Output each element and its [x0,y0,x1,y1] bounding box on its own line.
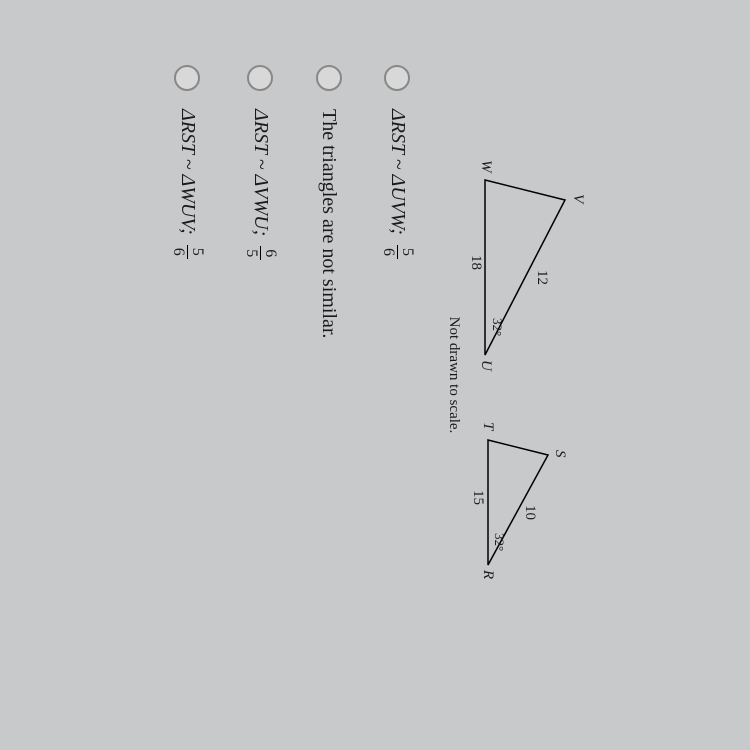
side-10: 10 [521,505,538,520]
scale-caption: Not drawn to scale. [445,25,462,725]
option-b-text: The triangles are not similar. [318,109,341,338]
vertex-V: V [569,194,586,203]
option-c-text: ΔRST ~ ΔVWU; [249,109,272,236]
vertex-T: T [479,422,496,430]
vertex-R: R [479,570,496,579]
option-d-fraction: 5 6 [170,245,205,259]
angle-U: 32° [489,318,505,336]
option-a[interactable]: ΔRST ~ ΔUVW; 5 6 [380,65,415,725]
radio-icon[interactable] [248,65,274,91]
angle-R: 32° [491,533,507,551]
radio-icon[interactable] [316,65,342,91]
option-a-fraction: 5 6 [380,245,415,259]
vertex-U: U [477,360,494,371]
triangle-large: V W U 12 18 32° [470,170,580,370]
answer-options: ΔRST ~ ΔUVW; 5 6 The triangles are not s… [170,25,415,725]
option-a-text: ΔRST ~ ΔUVW; [386,109,409,235]
triangle-small: S T R 10 15 32° [470,430,560,580]
option-c-fraction: 6 5 [243,246,278,260]
side-18: 18 [467,255,484,270]
vertex-W: W [477,160,494,173]
vertex-S: S [551,450,568,458]
diagram-area: V W U 12 18 32° S T R 10 15 32° [470,25,580,725]
side-15: 15 [469,490,486,505]
radio-icon[interactable] [175,65,201,91]
option-d[interactable]: ΔRST ~ ΔWUV; 5 6 [170,65,205,725]
radio-icon[interactable] [385,65,411,91]
option-d-text: ΔRST ~ ΔWUV; [176,109,199,235]
option-b[interactable]: The triangles are not similar. [316,65,342,725]
option-c[interactable]: ΔRST ~ ΔVWU; 6 5 [243,65,278,725]
side-12: 12 [533,270,550,285]
